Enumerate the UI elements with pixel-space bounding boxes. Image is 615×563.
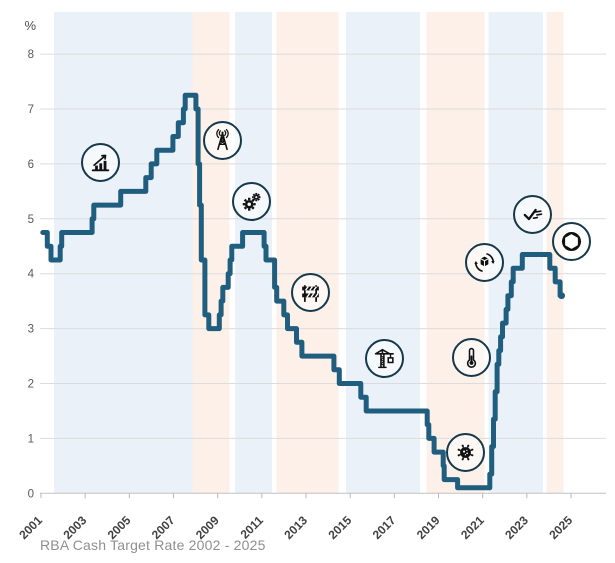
supply-chain-icon [464, 242, 504, 282]
background-band [54, 12, 193, 493]
x-axis-label: 2019 [414, 513, 443, 542]
y-axis-label: 5 [28, 214, 34, 226]
background-band [346, 12, 420, 493]
y-axis-label: 0 [28, 488, 34, 500]
thermometer-icon-glyph [466, 347, 476, 368]
x-axis-label: 2025 [546, 513, 575, 542]
thermometer-icon [451, 337, 491, 377]
growth-chart-icon-glyph [91, 154, 109, 171]
y-axis-label: 1 [28, 433, 34, 445]
crane-icon [364, 338, 404, 378]
y-axis-label: 8 [28, 49, 34, 61]
rate-line [40, 92, 565, 491]
y-axis-label: 4 [28, 269, 35, 281]
y-axis-label: 3 [28, 324, 34, 336]
road-barrier-icon-glyph [301, 284, 319, 302]
x-axis-label: 2023 [502, 513, 531, 542]
x-axis-label: 2015 [326, 513, 355, 542]
virus-icon [445, 432, 485, 472]
checklist-icon-glyph [523, 208, 542, 220]
openai-logo-icon [551, 221, 591, 261]
background-band [192, 12, 230, 493]
virus-icon-glyph [457, 444, 473, 460]
checklist-icon [512, 194, 552, 234]
y-axis-label: 6 [28, 159, 34, 171]
radio-tower-icon-glyph [215, 128, 229, 150]
gears-icon-glyph [242, 192, 260, 211]
x-axis-label: 2017 [370, 513, 399, 542]
supply-chain-icon-glyph [473, 252, 495, 272]
crane-icon-glyph [374, 348, 394, 368]
x-axis-label: 2013 [281, 513, 310, 542]
openai-logo-icon-glyph [561, 231, 581, 251]
y-axis-label: 2 [28, 379, 34, 391]
y-axis-unit-label: % [24, 18, 36, 33]
gears-icon [231, 181, 271, 221]
radio-tower-icon [202, 120, 242, 160]
background-band [276, 12, 339, 493]
y-axis-label: 7 [28, 104, 34, 116]
road-barrier-icon [290, 272, 330, 312]
chart-caption: RBA Cash Target Rate 2002 - 2025 [40, 537, 266, 553]
growth-chart-icon [80, 142, 120, 182]
x-axis-label: 2021 [458, 513, 487, 542]
end-point-dot [558, 292, 566, 300]
